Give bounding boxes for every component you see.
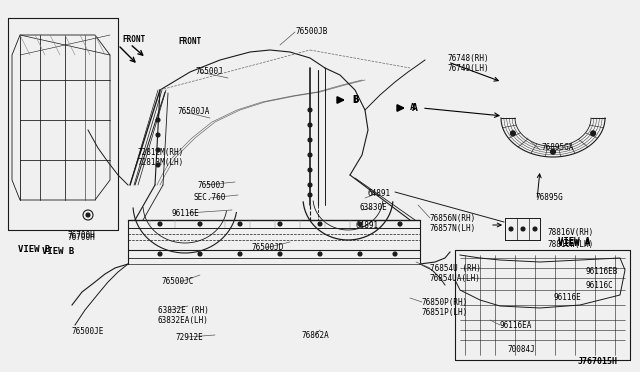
Circle shape <box>550 149 556 154</box>
Text: 76850P(RH): 76850P(RH) <box>422 298 468 307</box>
Text: 78816W(LH): 78816W(LH) <box>548 240 595 248</box>
Text: 72812M(RH): 72812M(RH) <box>138 148 184 157</box>
Circle shape <box>156 118 160 122</box>
Circle shape <box>308 153 312 157</box>
Text: 76500JB: 76500JB <box>295 28 328 36</box>
Text: 96116EA: 96116EA <box>500 321 532 330</box>
Text: 72912E: 72912E <box>175 333 203 341</box>
Text: VIEW B: VIEW B <box>42 247 74 257</box>
Text: 76851P(LH): 76851P(LH) <box>422 308 468 317</box>
Circle shape <box>591 131 596 136</box>
Text: 76700H: 76700H <box>68 234 96 243</box>
Text: FRONT: FRONT <box>122 35 145 45</box>
Text: SEC.760: SEC.760 <box>193 193 225 202</box>
Text: 76856N(RH): 76856N(RH) <box>430 214 476 222</box>
Text: 63832E (RH): 63832E (RH) <box>158 305 209 314</box>
Circle shape <box>158 222 162 226</box>
Text: 96116E: 96116E <box>554 294 582 302</box>
Circle shape <box>156 133 160 137</box>
Circle shape <box>308 193 312 197</box>
Text: A: A <box>410 103 415 112</box>
Text: 76500JA: 76500JA <box>178 108 211 116</box>
Circle shape <box>156 163 160 167</box>
Text: 78816V(RH): 78816V(RH) <box>548 228 595 237</box>
Circle shape <box>238 252 242 256</box>
Text: 76854U (RH): 76854U (RH) <box>430 263 481 273</box>
Circle shape <box>198 222 202 226</box>
Text: B: B <box>352 95 358 105</box>
Circle shape <box>318 252 322 256</box>
Text: 76500JD: 76500JD <box>252 244 284 253</box>
Text: 76857N(LH): 76857N(LH) <box>430 224 476 234</box>
Circle shape <box>198 252 202 256</box>
Circle shape <box>308 138 312 142</box>
Text: B: B <box>354 96 360 105</box>
Circle shape <box>398 222 402 226</box>
Text: 64891: 64891 <box>368 189 391 198</box>
Text: 76500J: 76500J <box>195 67 223 77</box>
Circle shape <box>238 222 242 226</box>
Circle shape <box>278 252 282 256</box>
Text: 76500J: 76500J <box>198 180 226 189</box>
Text: 72813M(LH): 72813M(LH) <box>138 158 184 167</box>
Circle shape <box>86 213 90 217</box>
Text: 76895G: 76895G <box>536 193 564 202</box>
Circle shape <box>533 227 537 231</box>
Circle shape <box>358 222 362 226</box>
Circle shape <box>308 168 312 172</box>
Text: 76500JE: 76500JE <box>72 327 104 337</box>
Text: VIEW B: VIEW B <box>18 246 51 254</box>
Circle shape <box>308 183 312 187</box>
Text: 76500JC: 76500JC <box>162 278 195 286</box>
Text: 63830E: 63830E <box>360 203 388 212</box>
Text: A: A <box>412 103 418 113</box>
Text: 76854UA(LH): 76854UA(LH) <box>430 275 481 283</box>
Text: 76749(LH): 76749(LH) <box>448 64 490 74</box>
Text: 96116C: 96116C <box>586 280 614 289</box>
Circle shape <box>308 123 312 127</box>
Circle shape <box>358 252 362 256</box>
Text: VIEW A: VIEW A <box>558 237 590 247</box>
Text: 76862A: 76862A <box>302 330 330 340</box>
Text: 76700H: 76700H <box>68 231 96 241</box>
Text: 96116EB: 96116EB <box>586 267 618 276</box>
Circle shape <box>156 148 160 152</box>
Text: 76748(RH): 76748(RH) <box>448 54 490 62</box>
Circle shape <box>308 108 312 112</box>
Text: 96116E: 96116E <box>172 208 200 218</box>
Text: 70084J: 70084J <box>508 346 536 355</box>
Circle shape <box>278 222 282 226</box>
Text: 63832EA(LH): 63832EA(LH) <box>158 317 209 326</box>
Text: J767015H: J767015H <box>578 357 618 366</box>
Text: 76895GA: 76895GA <box>542 144 574 153</box>
Circle shape <box>393 252 397 256</box>
Circle shape <box>158 252 162 256</box>
Circle shape <box>318 222 322 226</box>
Text: VIEW A: VIEW A <box>558 238 590 247</box>
Circle shape <box>521 227 525 231</box>
Circle shape <box>511 131 515 136</box>
Text: FRONT: FRONT <box>178 38 201 46</box>
Circle shape <box>509 227 513 231</box>
Text: 64891: 64891 <box>356 221 379 230</box>
